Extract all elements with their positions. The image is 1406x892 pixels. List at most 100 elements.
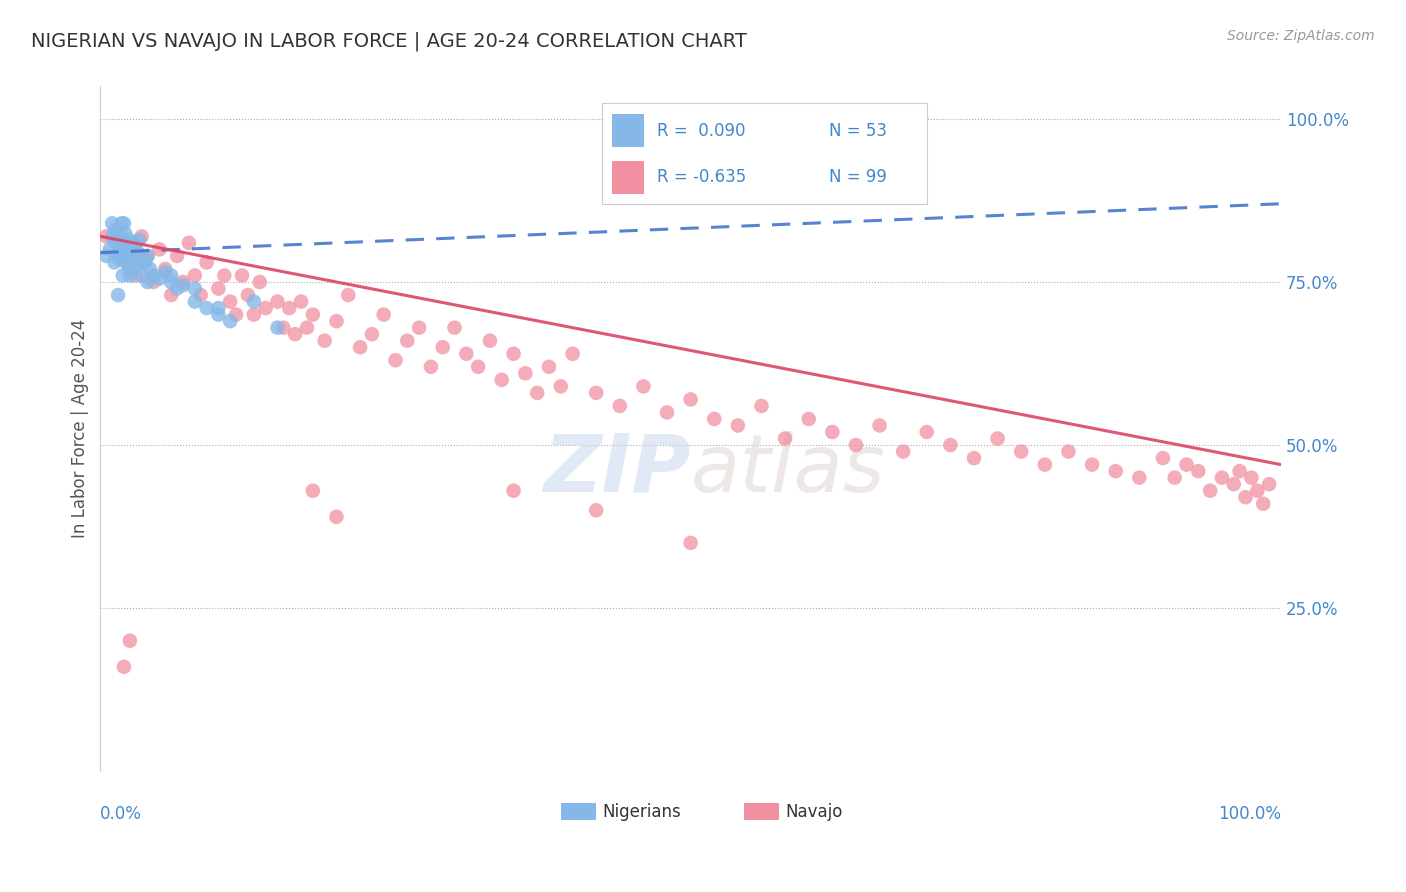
Point <box>349 340 371 354</box>
Point <box>125 243 148 257</box>
Point <box>561 347 583 361</box>
Point <box>1211 470 1233 484</box>
Point <box>845 438 868 452</box>
Point <box>502 483 524 498</box>
Point <box>231 268 253 283</box>
Point <box>1105 464 1128 478</box>
Point <box>127 245 149 260</box>
Point <box>443 320 465 334</box>
Point <box>125 268 148 283</box>
Point <box>122 235 145 250</box>
Point <box>1081 458 1104 472</box>
Point <box>136 275 159 289</box>
Point <box>96 249 118 263</box>
Point <box>633 379 655 393</box>
Point <box>225 308 247 322</box>
Point <box>104 235 127 250</box>
Point <box>361 327 384 342</box>
Bar <box>744 804 779 821</box>
Point <box>869 418 891 433</box>
Point <box>114 226 136 240</box>
Point <box>797 412 820 426</box>
Point <box>550 379 572 393</box>
Point <box>679 392 702 407</box>
Point <box>117 245 139 260</box>
Point <box>537 359 560 374</box>
Point <box>1175 458 1198 472</box>
Point <box>107 233 129 247</box>
Point <box>134 255 156 269</box>
Point <box>118 233 141 247</box>
Point <box>266 294 288 309</box>
Point <box>166 281 188 295</box>
Point <box>987 432 1010 446</box>
Point <box>155 265 177 279</box>
Point <box>219 294 242 309</box>
Point <box>184 294 207 309</box>
Y-axis label: In Labor Force | Age 20-24: In Labor Force | Age 20-24 <box>72 319 89 539</box>
Point <box>112 235 135 250</box>
Point <box>155 262 177 277</box>
Point <box>136 249 159 263</box>
Point <box>1128 470 1150 484</box>
Point <box>118 633 141 648</box>
Point <box>325 314 347 328</box>
Point <box>314 334 336 348</box>
Text: NIGERIAN VS NAVAJO IN LABOR FORCE | AGE 20-24 CORRELATION CHART: NIGERIAN VS NAVAJO IN LABOR FORCE | AGE … <box>31 31 747 51</box>
Point <box>184 281 207 295</box>
Point <box>121 252 143 267</box>
Point <box>467 359 489 374</box>
Point <box>139 262 162 277</box>
Point <box>266 320 288 334</box>
Text: atlas: atlas <box>690 431 886 508</box>
Point <box>101 229 124 244</box>
Point <box>515 367 537 381</box>
Point <box>195 301 218 315</box>
Point <box>302 483 325 498</box>
Point <box>96 229 118 244</box>
Point <box>1258 477 1281 491</box>
Point <box>110 216 132 230</box>
Point <box>101 216 124 230</box>
Point <box>727 418 749 433</box>
Point <box>148 243 170 257</box>
Point <box>207 308 229 322</box>
Point <box>122 243 145 257</box>
Point <box>703 412 725 426</box>
Point <box>679 536 702 550</box>
Point <box>773 432 796 446</box>
Point <box>1057 444 1080 458</box>
Point <box>295 320 318 334</box>
Point <box>408 320 430 334</box>
Point <box>891 444 914 458</box>
Point <box>214 268 236 283</box>
Point <box>1199 483 1222 498</box>
Point <box>166 249 188 263</box>
Point <box>273 320 295 334</box>
Point <box>110 243 132 257</box>
Point <box>337 288 360 302</box>
Point <box>142 275 165 289</box>
Point <box>373 308 395 322</box>
Point <box>108 252 131 267</box>
Point <box>1229 464 1251 478</box>
Point <box>110 235 132 250</box>
Text: Nigerians: Nigerians <box>602 803 681 821</box>
Point <box>131 268 153 283</box>
Point <box>585 503 607 517</box>
Point <box>172 278 194 293</box>
Point <box>98 243 121 257</box>
Point <box>118 262 141 277</box>
Point <box>219 314 242 328</box>
Point <box>207 281 229 295</box>
Point <box>1246 483 1268 498</box>
Point <box>128 233 150 247</box>
Point <box>1010 444 1032 458</box>
Point <box>325 509 347 524</box>
Point <box>107 288 129 302</box>
Point <box>278 301 301 315</box>
Point <box>302 308 325 322</box>
Point <box>290 294 312 309</box>
Point <box>1240 470 1263 484</box>
Point <box>243 294 266 309</box>
